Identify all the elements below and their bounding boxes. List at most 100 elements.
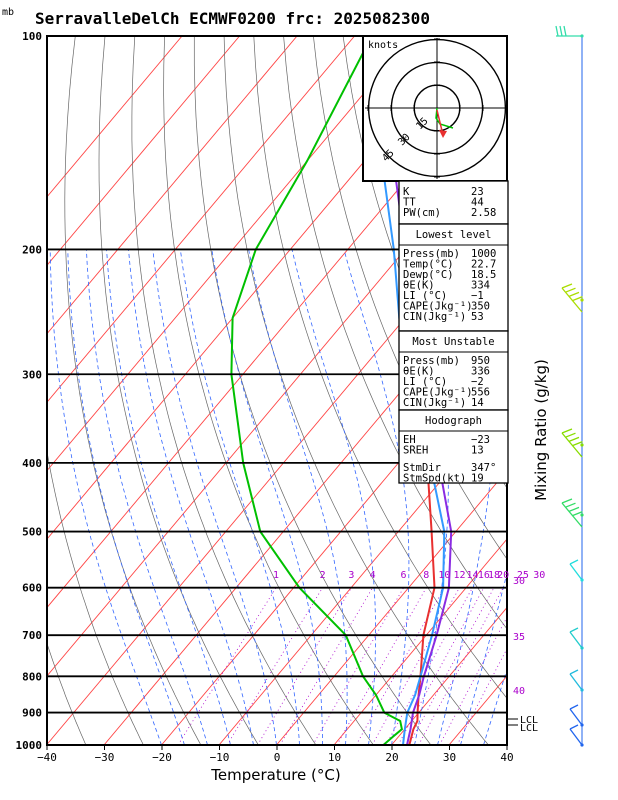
wind-barb-feather xyxy=(569,559,579,565)
wind-barb-feather xyxy=(572,510,583,517)
table-key: StmSpd(kt) xyxy=(403,473,466,485)
table-key: Dewp(°C) xyxy=(403,269,454,281)
mixing-ratio-label: 18 xyxy=(488,570,500,581)
wind-barb xyxy=(569,673,583,691)
moist-adiabat-line xyxy=(343,249,410,745)
moist-adiabat-line xyxy=(152,249,277,745)
mixing-ratio-line xyxy=(336,587,427,745)
mixing-ratio-line xyxy=(257,587,352,745)
moist-adiabat-line xyxy=(211,249,323,745)
wind-barb-feather xyxy=(565,502,576,508)
wind-barb-dot xyxy=(580,646,584,650)
table-key: PW(cm) xyxy=(403,207,441,219)
table-value: 347° xyxy=(471,462,496,474)
wind-barb xyxy=(561,502,583,528)
table-key: TT xyxy=(403,197,416,209)
moist-adiabat-line xyxy=(106,249,231,745)
dry-adiabat-line xyxy=(193,36,432,745)
profile-series-2 xyxy=(380,36,446,745)
moist-adiabat-line xyxy=(179,249,300,745)
mixing-ratio-label: 8 xyxy=(423,570,429,581)
table-value: 18.5 xyxy=(471,269,496,281)
most-unstable-box xyxy=(398,330,509,411)
wind-barb-dot xyxy=(580,443,584,447)
table-value: −23 xyxy=(471,434,490,446)
dry-adiabat-line xyxy=(552,36,618,745)
wind-barbs xyxy=(555,25,584,747)
table-value: 336 xyxy=(471,366,490,378)
mixing-ratio-line xyxy=(418,587,504,745)
wind-barb-feather xyxy=(561,498,573,504)
table-key: CIN(Jkg⁻¹) xyxy=(403,397,466,409)
pressure-tick-label: 300 xyxy=(22,368,42,381)
mixing-ratio-line xyxy=(312,587,404,745)
wind-barb-feather xyxy=(565,287,576,293)
mixing-ratio-label: 12 xyxy=(453,570,465,581)
storm-motion-arrowhead xyxy=(439,130,447,138)
pressure-tick-label: 500 xyxy=(22,526,42,539)
wind-barb-feather xyxy=(561,428,573,434)
table-value: 13 xyxy=(471,445,484,457)
wind-barb-dot xyxy=(580,513,584,517)
table-value: 350 xyxy=(471,301,490,313)
dry-adiabat-line xyxy=(283,36,507,630)
moist-adiabat-line xyxy=(405,249,449,745)
table-key: LI (°C) xyxy=(403,376,447,388)
profile-series-1 xyxy=(230,36,404,745)
dry-adiabat-line xyxy=(131,36,317,745)
hodograph-unit: knots xyxy=(368,40,398,51)
pressure-tick-label: 600 xyxy=(22,582,42,595)
mixing-ratio-label: 3 xyxy=(348,570,354,581)
wind-barb-feather xyxy=(569,724,579,730)
chart-title: SerravalleDelCh ECMWF0200 frc: 202508230… xyxy=(35,9,430,28)
table-value: 950 xyxy=(471,355,490,367)
table-value: 14 xyxy=(471,397,484,409)
dry-adiabat-line xyxy=(47,449,144,745)
mixing-ratio-line xyxy=(439,616,507,745)
dry-adiabat-line xyxy=(313,36,507,560)
mixing-ratio-line xyxy=(408,587,495,745)
wind-barb-feather xyxy=(565,432,576,438)
mixing-ratio-label: 16 xyxy=(478,570,490,581)
table-header: Hodograph xyxy=(425,415,482,427)
pressure-tick-label: 100 xyxy=(22,30,42,43)
moist-adiabat-line xyxy=(49,249,162,745)
isotherm-line xyxy=(47,36,183,198)
dry-adiabat-line xyxy=(98,36,259,745)
pressure-unit-label: mb xyxy=(2,7,14,18)
table-key: CIN(Jkg⁻¹) xyxy=(403,311,466,323)
table-key: Temp(°C) xyxy=(403,259,454,271)
lcl-label: LCL xyxy=(520,715,538,726)
y-axis-title: Mixing Ratio (g/kg) xyxy=(532,359,550,501)
theta-e-label: 35 xyxy=(513,632,525,643)
axis-ticks: −40 −30 −20 −10 0 10 20 30 40 xyxy=(37,745,514,764)
x-tick-label: −40 xyxy=(37,751,57,764)
table-key: EH xyxy=(403,434,416,446)
wind-barb-feather xyxy=(555,25,559,37)
indices-box xyxy=(398,180,509,225)
isotherm-line xyxy=(47,36,355,403)
mixing-ratio-line xyxy=(279,587,373,745)
x-tick-label: 40 xyxy=(500,751,513,764)
theta-e-labels: 30 35 40 xyxy=(513,576,525,697)
wind-barb xyxy=(569,631,583,649)
mixing-ratio-label: 2 xyxy=(320,570,326,581)
table-key: Press(mb) xyxy=(403,355,460,367)
mixing-ratio-label: 20 xyxy=(497,570,509,581)
mixing-ratio-line xyxy=(226,587,323,745)
table-key: θE(K) xyxy=(403,280,435,292)
isotherm-line xyxy=(47,36,240,266)
wind-barb-dot xyxy=(580,723,584,727)
x-tick-label: 0 xyxy=(274,751,281,764)
wind-barb-dot xyxy=(580,298,584,302)
moist-adiabat-line xyxy=(86,249,208,745)
mixing-ratio-label: 25 xyxy=(517,570,529,581)
table-value: 2.58 xyxy=(471,207,496,219)
wind-barb-feather xyxy=(559,25,563,37)
mixing-ratio-line xyxy=(371,587,460,745)
dry-adiabat-line xyxy=(47,642,87,745)
wind-barb-dot xyxy=(580,688,584,692)
wind-barb-feather xyxy=(572,295,583,302)
wind-barb-feather xyxy=(568,291,580,298)
